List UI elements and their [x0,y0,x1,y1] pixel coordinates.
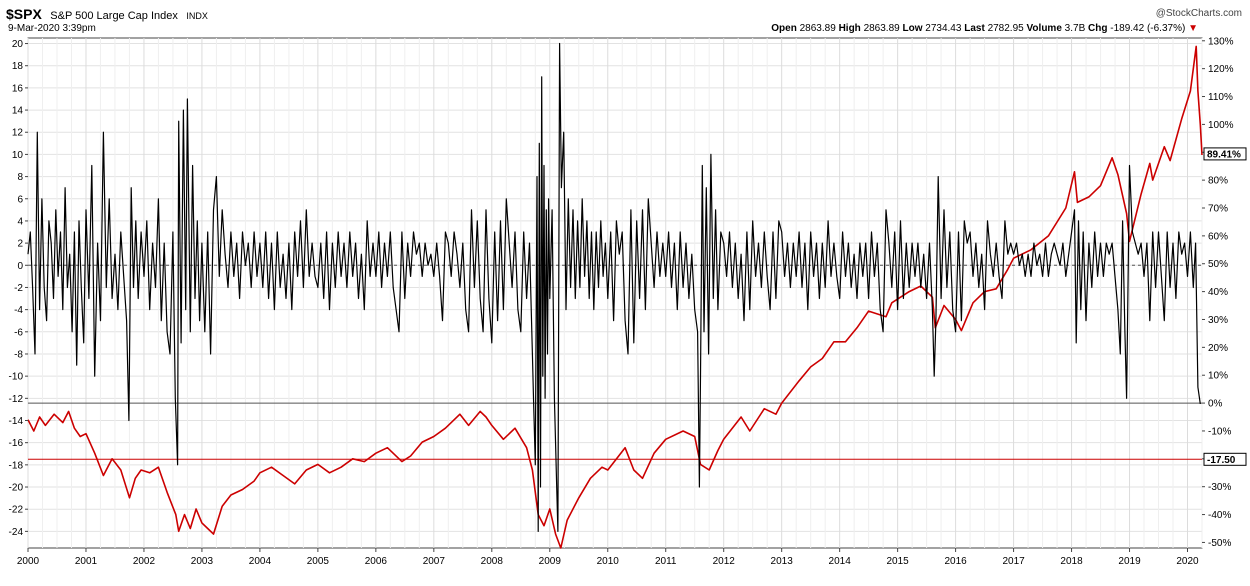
right-tick-label: 40% [1208,287,1228,298]
low-label: Low [902,23,923,34]
performance-line [27,45,1203,549]
left-tick-label: 20 [12,39,24,50]
right-tick-label: 10% [1208,371,1228,382]
left-tick-label: -16 [9,438,24,449]
x-tick-label: 2003 [191,556,214,567]
left-tick-label: 0 [17,261,23,272]
right-axis: 130%120%110%100%90%80%70%60%50%40%30%20%… [1202,36,1234,549]
chg-value: -189.42 (-6.37%) [1110,23,1186,34]
left-tick-label: -14 [9,416,24,427]
grid [27,38,1203,548]
right-tick-label: 130% [1208,36,1234,47]
right-tick-label: 0% [1208,399,1223,410]
reference-lines [28,264,1202,460]
x-tick-label: 2012 [713,556,736,567]
left-tick-label: -2 [14,283,23,294]
left-tick-label: 8 [17,172,23,183]
right-tick-label: 30% [1208,315,1228,326]
chart-datetime: 9-Mar-2020 3:39pm [8,23,96,34]
right-tick-label: 120% [1208,64,1234,75]
x-axis: 2000 2001 2002 2003 2004 2005 2006 2007 2008 2009… [17,548,1199,567]
x-tick-label: 2017 [1002,556,1025,567]
left-tick-label: 12 [12,128,24,139]
volume-label: Volume [1026,23,1062,34]
right-tick-label: -50% [1208,538,1231,549]
open-value: 2863.89 [799,23,836,34]
x-tick-label: 2011 [655,556,677,567]
x-tick-label: 2001 [75,556,98,567]
right-tick-label: 20% [1208,343,1228,354]
x-tick-label: 2018 [1060,556,1083,567]
x-tick-label: 2007 [423,556,446,567]
brand-label: @StockCharts.com [1155,8,1242,19]
x-tick-label: 2005 [307,556,330,567]
left-tick-label: 2 [17,239,23,250]
weekly-change-line [27,42,1201,532]
index-name: S&P 500 Large Cap Index [50,10,178,22]
x-tick-label: 2009 [539,556,562,567]
x-tick-label: 2006 [365,556,388,567]
high-value: 2863.89 [863,23,900,34]
right-tick-label: -10% [1208,426,1231,437]
low-value: 2734.43 [925,23,962,34]
right-tick-label: 60% [1208,231,1228,242]
value-label: -17.50 [1207,455,1236,466]
chart-header: $SPX S&P 500 Large Cap Index INDX [6,6,208,24]
chg-label: Chg [1088,23,1108,34]
x-tick-label: 2015 [887,556,910,567]
left-tick-label: -4 [14,305,23,316]
left-tick-label: -20 [9,483,24,494]
left-tick-label: -12 [9,394,24,405]
x-tick-label: 2008 [481,556,504,567]
right-tick-label: 80% [1208,176,1228,187]
left-tick-label: 6 [17,194,23,205]
x-tick-label: 2010 [597,556,620,567]
exchange-label: INDX [186,11,208,21]
left-tick-label: -6 [14,327,23,338]
open-label: Open [771,23,797,34]
x-tick-label: 2004 [249,556,272,567]
left-tick-label: -18 [9,460,24,471]
left-tick-label: -24 [9,527,24,538]
last-value: 2782.95 [987,23,1024,34]
x-tick-label: 2014 [829,556,852,567]
left-tick-label: -10 [9,372,24,383]
down-arrow-icon: ▼ [1188,23,1198,34]
last-label: Last [964,23,985,34]
x-tick-label: 2013 [771,556,794,567]
left-tick-label: 18 [12,61,24,72]
left-tick-label: 4 [17,216,23,227]
quote-bar: Open 2863.89 High 2863.89 Low 2734.43 La… [771,23,1198,34]
ticker-symbol: $SPX [6,6,42,22]
right-tick-label: 70% [1208,204,1228,215]
x-tick-label: 2002 [133,556,156,567]
left-tick-label: -22 [9,505,24,516]
left-tick-label: 14 [12,106,24,117]
x-tick-label: 2020 [1176,556,1199,567]
left-tick-label: -8 [14,349,23,360]
volume-value: 3.7B [1064,23,1086,34]
right-tick-label: 100% [1208,120,1234,131]
value-label-box [1203,452,1247,466]
value-label-box [1203,147,1247,161]
high-label: High [838,23,861,34]
right-tick-label: 50% [1208,259,1228,270]
left-tick-label: 10 [12,150,24,161]
left-axis: 20181614121086420-2-4-6-8-10-12-14-16-18… [9,39,28,538]
left-tick-label: 16 [12,83,24,94]
value-label: 89.41% [1207,149,1241,160]
x-tick-label: 2019 [1118,556,1141,567]
right-tick-label: -30% [1208,482,1231,493]
series-group [27,42,1203,549]
right-tick-label: -40% [1208,510,1231,521]
x-tick-label: 2000 [17,556,40,567]
x-tick-label: 2016 [944,556,967,567]
right-tick-label: 110% [1208,92,1233,103]
annotations: 89.41% -17.50 [1203,147,1247,466]
